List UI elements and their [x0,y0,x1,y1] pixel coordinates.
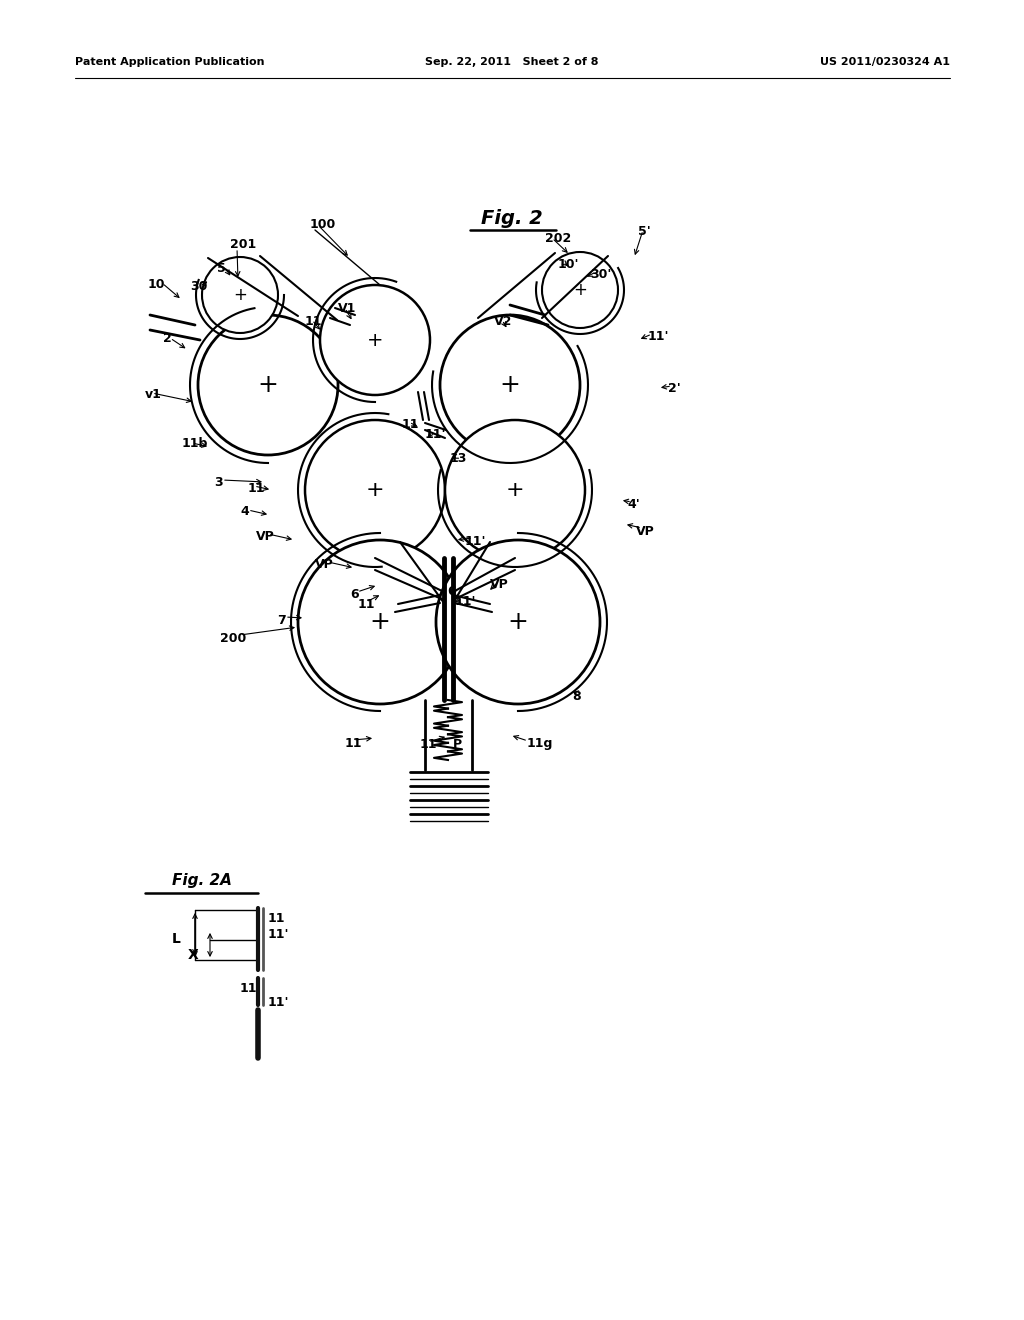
Text: +: + [370,610,390,634]
Text: 10': 10' [558,257,580,271]
Text: V2: V2 [494,315,512,327]
Circle shape [298,540,462,704]
Circle shape [202,257,278,333]
Circle shape [436,540,600,704]
Text: L: L [172,932,181,946]
Text: VP: VP [636,525,654,539]
Text: X: X [188,948,199,962]
Text: 11': 11' [425,428,446,441]
Text: 2': 2' [668,381,681,395]
Text: 8: 8 [572,690,581,704]
Circle shape [445,420,585,560]
Circle shape [440,315,580,455]
Text: 11': 11' [268,928,290,941]
Text: 4: 4 [240,506,249,517]
Text: 11': 11' [268,997,290,1008]
Text: 11': 11' [465,535,486,548]
Text: +: + [258,374,279,397]
Text: 3: 3 [214,477,222,488]
Text: 30': 30' [590,268,611,281]
Text: v1: v1 [145,388,162,401]
Text: 11: 11 [402,418,420,432]
Text: Patent Application Publication: Patent Application Publication [75,57,264,67]
Text: 11': 11' [420,738,441,751]
Text: Sep. 22, 2011   Sheet 2 of 8: Sep. 22, 2011 Sheet 2 of 8 [425,57,599,67]
Text: 10: 10 [148,279,166,290]
Text: 5: 5 [217,261,225,275]
Text: +: + [233,286,247,304]
Text: 100: 100 [310,218,336,231]
Text: +: + [500,374,520,397]
Text: US 2011/0230324 A1: US 2011/0230324 A1 [820,57,950,67]
Text: 11: 11 [240,982,257,995]
Text: 202: 202 [545,232,571,246]
Text: +: + [508,610,528,634]
Text: Fig. 2A: Fig. 2A [172,873,231,887]
Text: 201: 201 [230,238,256,251]
Circle shape [305,420,445,560]
Text: 11: 11 [345,737,362,750]
Text: 11': 11' [648,330,670,343]
Text: P: P [453,738,462,751]
Text: +: + [366,480,384,500]
Text: 6: 6 [350,587,358,601]
Text: VP: VP [315,558,334,572]
Text: 5': 5' [638,224,650,238]
Text: VP: VP [256,531,274,543]
Circle shape [198,315,338,455]
Text: VP: VP [490,578,509,591]
Circle shape [542,252,618,327]
Text: 4': 4' [627,498,640,511]
Text: 6: 6 [447,585,456,598]
Text: 200: 200 [220,632,246,645]
Text: 2: 2 [163,333,172,345]
Text: 7: 7 [278,614,286,627]
Text: 30: 30 [190,280,208,293]
Text: 11: 11 [268,912,286,925]
Text: 11: 11 [305,315,323,327]
Text: 11': 11' [455,595,476,609]
Text: 11: 11 [358,598,376,611]
Text: V1: V1 [338,302,356,315]
Circle shape [319,285,430,395]
Text: +: + [367,330,383,350]
Text: +: + [573,281,587,300]
Text: 13: 13 [450,451,467,465]
Text: 11: 11 [248,482,265,495]
Text: 11g: 11g [527,737,553,750]
Text: Fig. 2: Fig. 2 [481,209,543,227]
Text: 11b: 11b [182,437,208,450]
Text: +: + [506,480,524,500]
